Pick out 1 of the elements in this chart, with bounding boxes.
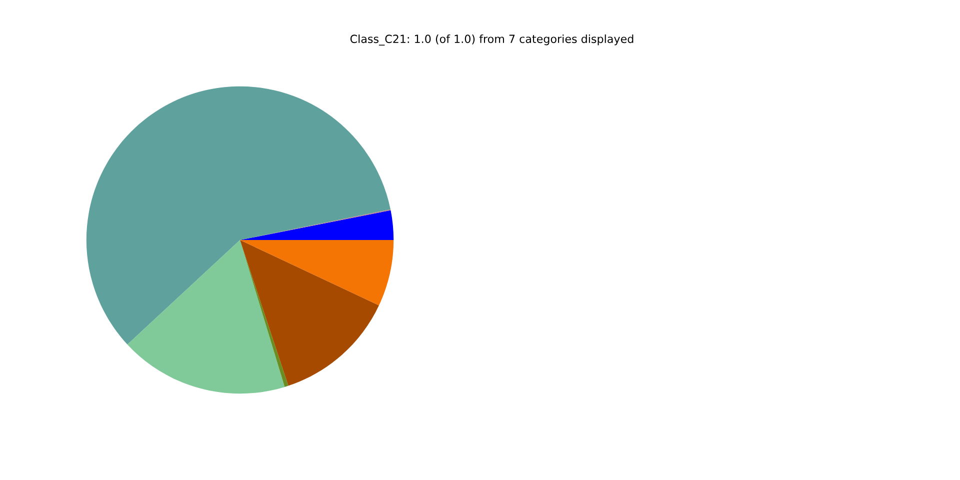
text: Class_C21: 1.0 (of 1.0) from 7 categories displayed: [350, 34, 634, 46]
